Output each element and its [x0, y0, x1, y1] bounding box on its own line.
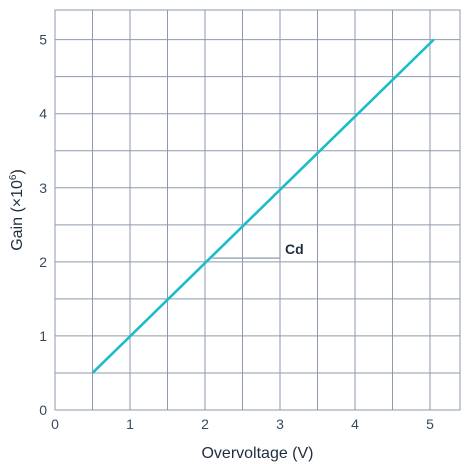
y-axis-label-main: Gain (×10 [9, 180, 26, 251]
series-line [91, 38, 435, 374]
grid [54, 9, 461, 411]
x-tick-label: 0 [51, 416, 59, 432]
x-axis-label: Overvoltage (V) [201, 445, 313, 462]
x-tick-label: 3 [276, 416, 284, 432]
y-axis-label-close: ) [9, 169, 26, 174]
x-tick-label: 5 [426, 416, 434, 432]
y-tick-label: 5 [39, 32, 47, 48]
slope-annotation: Cd [212, 191, 304, 259]
x-tick-label: 1 [126, 416, 134, 432]
y-tick-labels: 0 1 2 3 4 5 [39, 32, 47, 418]
y-tick-label: 0 [39, 402, 47, 418]
y-axis-label: Gain (×106) [8, 169, 26, 251]
annotation-label: Cd [285, 241, 304, 257]
y-tick-label: 3 [39, 180, 47, 196]
y-tick-label: 4 [39, 106, 47, 122]
y-axis-label-exponent: 6 [8, 174, 19, 180]
plot-frame [54, 9, 461, 411]
x-tick-label: 4 [351, 416, 359, 432]
x-tick-label: 2 [201, 416, 209, 432]
y-tick-label: 1 [39, 328, 47, 344]
x-tick-labels: 0 1 2 3 4 5 [51, 416, 434, 432]
y-tick-label: 2 [39, 254, 47, 270]
series-layer [91, 38, 435, 374]
